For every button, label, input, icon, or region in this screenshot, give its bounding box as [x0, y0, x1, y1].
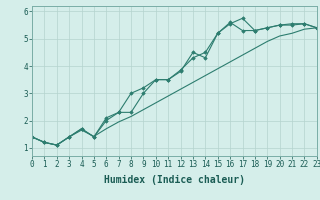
X-axis label: Humidex (Indice chaleur): Humidex (Indice chaleur) [104, 175, 245, 185]
